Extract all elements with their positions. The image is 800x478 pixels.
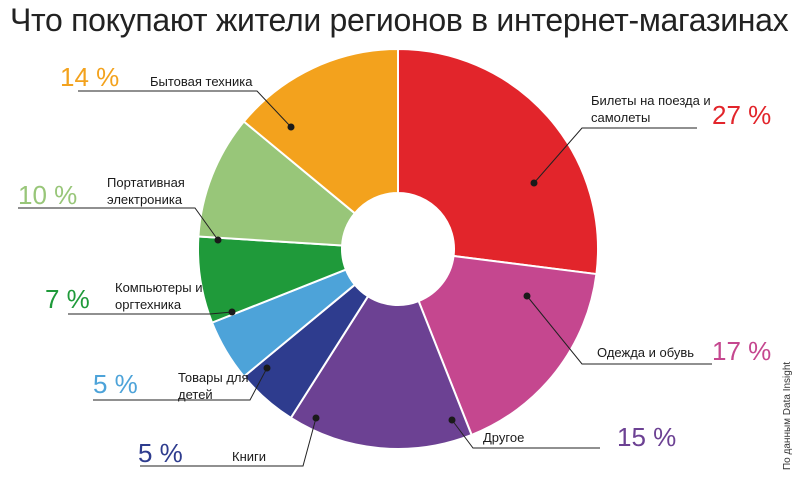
leader-dot xyxy=(214,236,222,244)
chart-title: Что покупают жители регионов в интернет-… xyxy=(10,2,789,38)
leader-dot xyxy=(228,308,236,316)
leader-dot xyxy=(530,179,538,187)
slice-label: Бытовая техника xyxy=(150,74,253,89)
percent-label: 7 % xyxy=(45,284,90,314)
pie-slice xyxy=(289,294,473,450)
slice-label: Другое xyxy=(483,430,524,445)
slice-label: Товары для детей xyxy=(178,370,249,402)
leader-line xyxy=(18,207,219,241)
percent-label: 14 % xyxy=(60,62,119,92)
percent-label: 15 % xyxy=(617,422,676,452)
percent-label: 5 % xyxy=(93,369,138,399)
source-note: По данным Data Insight xyxy=(782,361,793,470)
leader-line xyxy=(140,417,317,467)
leader-line xyxy=(451,419,600,449)
pie-slice xyxy=(397,47,599,276)
slice-label: Портативная электроника xyxy=(107,175,185,207)
slice-label: Одежда и обувь xyxy=(597,345,694,360)
leader-line xyxy=(533,127,697,184)
leader-dot xyxy=(287,123,295,131)
pie-slice xyxy=(417,254,598,437)
slice-label: Билеты на поезда и самолеты xyxy=(591,93,711,125)
pie-slice xyxy=(197,120,357,247)
percent-label: 27 % xyxy=(712,100,771,130)
leader-dot xyxy=(523,292,531,300)
percent-label: 10 % xyxy=(18,180,77,210)
leader-line xyxy=(68,311,233,315)
leader-dot xyxy=(448,416,456,424)
leader-line xyxy=(526,295,712,365)
percent-label: 17 % xyxy=(712,336,771,366)
slice-label: Книги xyxy=(232,449,266,464)
leader-line xyxy=(78,90,292,128)
pie-slice xyxy=(242,47,399,215)
slice-label: Компьютеры и оргтехника xyxy=(115,280,203,312)
leader-line xyxy=(93,367,268,401)
leader-dot xyxy=(312,414,320,422)
leader-dot xyxy=(263,364,271,372)
percent-label: 5 % xyxy=(138,438,183,468)
